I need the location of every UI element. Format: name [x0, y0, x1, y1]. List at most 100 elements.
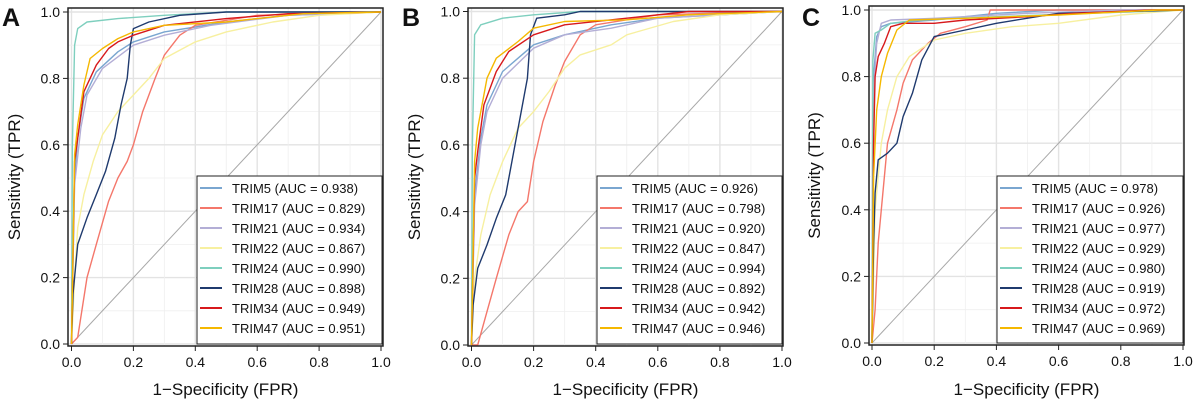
roc-curve-trim47: [871, 9, 1183, 344]
legend-label: TRIM22 (AUC = 0.929): [1032, 241, 1165, 256]
legend-item: TRIM22 (AUC = 0.929): [1000, 241, 1165, 256]
x-tick-label: 0.6: [648, 354, 668, 370]
legend-item: TRIM22 (AUC = 0.867): [200, 241, 365, 256]
roc-curve-trim17: [471, 10, 783, 346]
roc-curve-trim34: [70, 11, 382, 345]
legend-label: TRIM5 (AUC = 0.926): [632, 181, 758, 196]
roc-curve-trim34: [470, 10, 782, 346]
x-tick-label: 0.4: [586, 354, 606, 370]
legend-label: TRIM47 (AUC = 0.951): [232, 321, 365, 336]
roc-curve-trim28: [470, 10, 782, 346]
legend-label: TRIM5 (AUC = 0.978): [1032, 181, 1158, 196]
legend-label: TRIM34 (AUC = 0.949): [232, 301, 365, 316]
legend-item: TRIM17 (AUC = 0.829): [200, 201, 365, 216]
legend-item: TRIM28 (AUC = 0.898): [200, 281, 365, 296]
y-tick-label: 0.8: [441, 70, 461, 86]
legend-item: TRIM24 (AUC = 0.990): [200, 261, 365, 276]
legend: TRIM5 (AUC = 0.978) TRIM17 (AUC = 0.926) T…: [996, 175, 1184, 344]
roc-curve-trim5: [470, 10, 783, 346]
legend-item: TRIM47 (AUC = 0.951): [200, 321, 365, 336]
roc-curve-trim17: [70, 11, 382, 345]
legend-label: TRIM17 (AUC = 0.926): [1032, 201, 1165, 216]
x-tick-label: 0.0: [462, 354, 482, 370]
legend-label: TRIM34 (AUC = 0.942): [632, 301, 765, 316]
x-axis-label: 1−Specificity (FPR): [153, 380, 299, 399]
roc-curve-trim22: [871, 9, 1184, 344]
y-axis-label: Sensitivity (TPR): [805, 112, 824, 239]
roc-curve-trim28: [871, 9, 1184, 344]
legend-item: TRIM21 (AUC = 0.920): [600, 221, 765, 236]
y-axis-label: Sensitivity (TPR): [405, 114, 424, 241]
plot-frame: [67, 7, 384, 347]
legend-item: TRIM17 (AUC = 0.926): [1000, 201, 1165, 216]
y-tick-label: 0.4: [441, 204, 461, 220]
legend-item: TRIM47 (AUC = 0.946): [600, 321, 765, 336]
legend-label: TRIM21 (AUC = 0.934): [232, 221, 365, 236]
legend-item: TRIM5 (AUC = 0.938): [200, 181, 358, 196]
legend-item: TRIM22 (AUC = 0.847): [600, 241, 765, 256]
x-tick-label: 0.6: [1049, 353, 1069, 369]
y-tick-label: 0.2: [441, 270, 461, 286]
y-tick-label: 1.0: [441, 4, 461, 20]
legend: TRIM5 (AUC = 0.926) TRIM17 (AUC = 0.798) T…: [596, 175, 783, 345]
y-tick-label: 0.8: [842, 69, 862, 85]
x-tick-label: 0.8: [710, 354, 730, 370]
plot-frame: [467, 7, 784, 347]
panel-label: C: [802, 4, 820, 32]
y-tick-label: 0.6: [441, 137, 461, 153]
roc-curve-trim21: [470, 10, 783, 346]
roc-curve-trim47: [470, 10, 783, 346]
legend-label: TRIM17 (AUC = 0.798): [632, 201, 765, 216]
roc-curve-trim22: [70, 11, 382, 345]
x-axis-label: 1−Specificity (FPR): [553, 380, 699, 399]
x-tick-label: 0.0: [62, 354, 82, 370]
legend-label: TRIM28 (AUC = 0.892): [632, 281, 765, 296]
legend-item: TRIM34 (AUC = 0.942): [600, 301, 765, 316]
roc-panel-a: 0.0 0.2 0.4 0.6 0.8 1.0 0.0 0.2 0.4 0.6 0.8 1.0 1−Sp…: [2, 4, 391, 399]
y-tick-label: 0.4: [41, 203, 61, 219]
y-tick-label: 1.0: [41, 4, 61, 20]
y-tick-label: 0.2: [41, 270, 61, 286]
panel-label: B: [402, 4, 420, 32]
x-tick-label: 0.4: [987, 353, 1007, 369]
x-tick-label: 0.2: [524, 354, 544, 370]
y-tick-label: 0.8: [41, 70, 61, 86]
legend-label: TRIM22 (AUC = 0.847): [632, 241, 765, 256]
legend-label: TRIM24 (AUC = 0.990): [232, 261, 365, 276]
roc-curve-trim24: [470, 10, 782, 346]
roc-curve-trim34: [871, 9, 1183, 344]
legend-label: TRIM47 (AUC = 0.969): [1032, 321, 1165, 336]
legend-label: TRIM24 (AUC = 0.994): [632, 261, 765, 276]
legend-label: TRIM22 (AUC = 0.867): [232, 241, 365, 256]
legend: TRIM5 (AUC = 0.938) TRIM17 (AUC = 0.829) T…: [196, 175, 383, 345]
y-tick-label: 0.2: [842, 268, 862, 284]
legend-item: TRIM5 (AUC = 0.978): [1000, 181, 1158, 196]
legend-box: [196, 175, 383, 345]
legend-label: TRIM21 (AUC = 0.920): [632, 221, 765, 236]
legend-item: TRIM28 (AUC = 0.919): [1000, 281, 1165, 296]
x-tick-label: 0.2: [924, 353, 944, 369]
legend-item: TRIM24 (AUC = 0.980): [1000, 261, 1165, 276]
legend-item: TRIM34 (AUC = 0.949): [200, 301, 365, 316]
legend-item: TRIM5 (AUC = 0.926): [600, 181, 758, 196]
legend-label: TRIM24 (AUC = 0.980): [1032, 261, 1165, 276]
x-tick-label: 1.0: [772, 354, 792, 370]
roc-panel-b: 0.0 0.2 0.4 0.6 0.8 1.0 0.0 0.2 0.4 0.6 0.8 1.0 1−Sp…: [402, 4, 792, 400]
x-tick-label: 0.0: [862, 353, 882, 369]
y-tick-label: 0.0: [842, 335, 862, 351]
legend-box: [996, 175, 1184, 344]
panel-label: A: [2, 4, 20, 32]
y-tick-label: 0.6: [842, 135, 862, 151]
x-tick-label: 0.6: [247, 354, 267, 370]
y-tick-label: 0.0: [41, 336, 61, 352]
x-tick-label: 1.0: [371, 354, 391, 370]
x-tick-label: 0.4: [186, 354, 206, 370]
legend-item: TRIM21 (AUC = 0.977): [1000, 221, 1165, 236]
x-tick-label: 1.0: [1173, 353, 1193, 369]
legend-label: TRIM5 (AUC = 0.938): [232, 181, 358, 196]
y-tick-label: 0.6: [41, 137, 61, 153]
y-tick-label: 0.0: [441, 337, 461, 353]
legend-label: TRIM47 (AUC = 0.946): [632, 321, 765, 336]
legend-item: TRIM17 (AUC = 0.798): [600, 201, 765, 216]
